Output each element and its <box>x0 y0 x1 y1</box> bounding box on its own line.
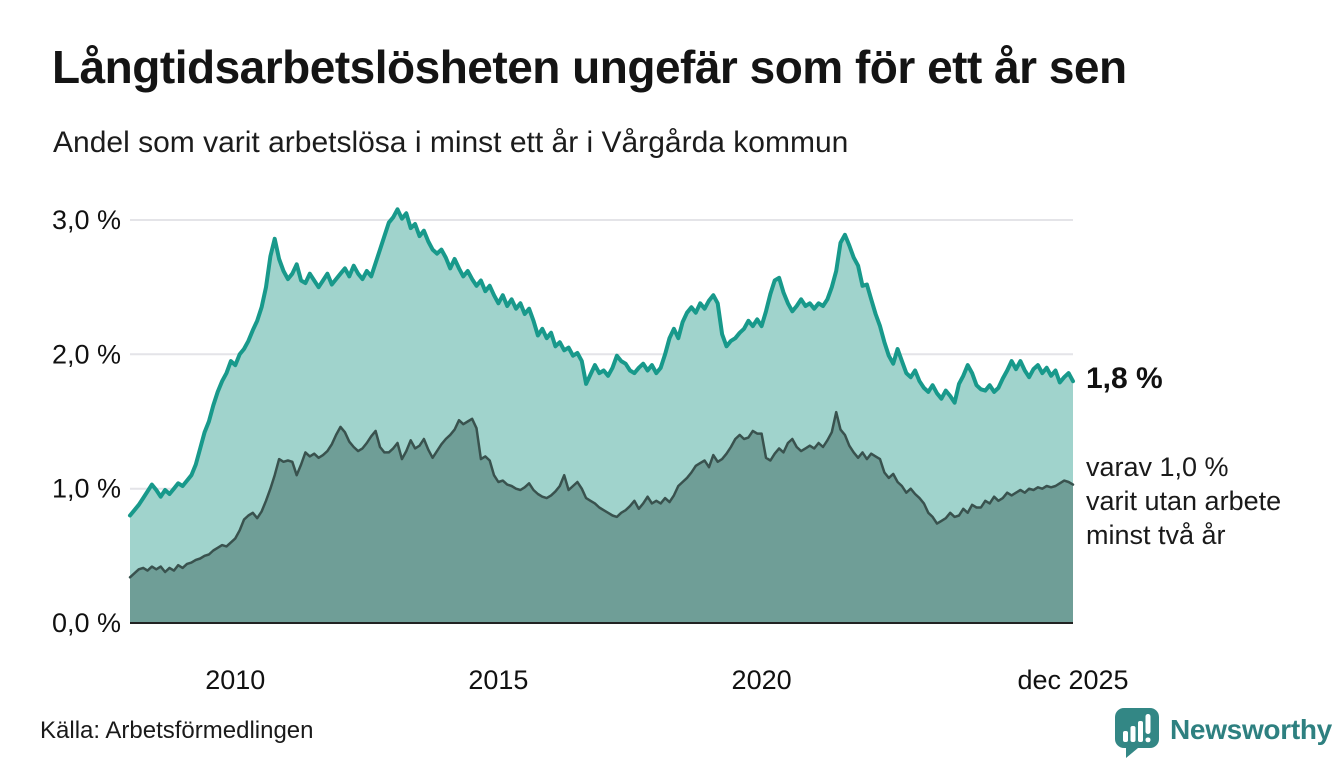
chart-title: Långtidsarbetslösheten ungefär som för e… <box>52 41 1127 93</box>
y-tick-label: 0,0 % <box>52 608 121 638</box>
y-tick-label: 2,0 % <box>52 339 121 369</box>
secondary-annotation-line: minst två år <box>1086 520 1226 550</box>
x-tick-label: 2015 <box>468 665 528 695</box>
x-tick-labels: 2010 2015 2020 dec 2025 <box>205 665 1128 695</box>
series-min-two-years <box>128 410 1075 623</box>
source-label: Källa: Arbetsförmedlingen <box>40 717 314 744</box>
secondary-annotation-line: varit utan arbete <box>1086 486 1282 516</box>
newsworthy-logo[interactable]: Newsworthy <box>1114 707 1332 764</box>
y-tick-label: 1,0 % <box>52 474 121 504</box>
y-tick-label: 3,0 % <box>52 205 121 235</box>
y-tick-labels: 3,0 % 2,0 % 1,0 % 0,0 % <box>52 205 121 638</box>
end-value-label: 1,8 % <box>1086 362 1163 395</box>
x-tick-label: 2020 <box>732 665 792 695</box>
chart-subtitle: Andel som varit arbetslösa i minst ett å… <box>53 126 849 159</box>
x-tick-label: dec 2025 <box>1017 665 1128 695</box>
secondary-annotation-line: varav 1,0 % <box>1086 452 1229 482</box>
secondary-annotation: varav 1,0 % varit utan arbete minst två … <box>1086 450 1281 552</box>
newsworthy-bubble-chart-icon <box>1114 707 1160 764</box>
x-tick-label: 2010 <box>205 665 265 695</box>
newsworthy-wordmark: Newsworthy <box>1170 714 1332 745</box>
